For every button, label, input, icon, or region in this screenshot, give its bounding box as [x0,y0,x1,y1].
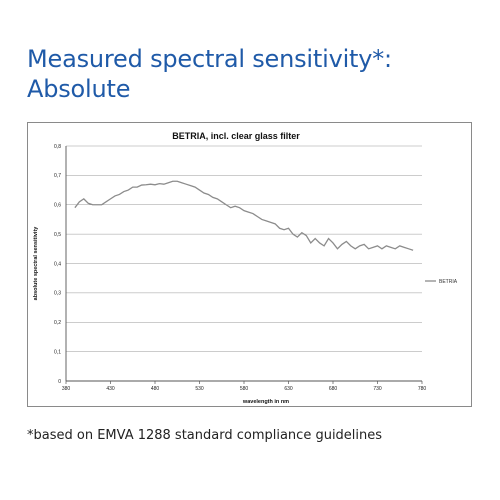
series-line-betria [74,180,414,251]
x-tick-label: 680 [329,386,338,392]
x-tick-label: 430 [106,386,115,392]
y-tick-label: 0,5 [54,232,61,238]
heading-line-2: Absolute [27,75,131,103]
y-axis-label: absolute spectral sensitivity [33,226,39,301]
y-tick-label: 0 [58,379,61,385]
legend-label-betria: BETRIA [439,279,458,285]
x-tick-label: 480 [151,386,160,392]
y-tick-labels: 0 0,1 0,2 0,3 0,4 0,5 0,6 0,7 0,8 [54,144,61,385]
x-tick-label: 780 [418,386,427,392]
x-tick-label: 630 [284,386,293,392]
x-tick-label: 380 [62,386,71,392]
spectral-sensitivity-chart: BETRIA, incl. clear glass filter 0 0,1 0,2… [33,131,458,405]
chart-frame: BETRIA, incl. clear glass filter 0 0,1 0,2… [27,122,472,407]
x-axis-label: wavelength in nm [242,399,289,405]
x-tick-label: 580 [240,386,249,392]
y-tick-label: 0,2 [54,320,61,326]
y-tick-label: 0,3 [54,291,61,297]
y-tick-label: 0,7 [54,173,61,179]
y-tick-label: 0,8 [54,144,61,150]
y-tick-label: 0,1 [54,349,61,355]
y-tick-label: 0,4 [54,261,61,267]
x-tick-label: 730 [373,386,382,392]
legend: BETRIA [425,279,458,285]
page-heading: Measured spectral sensitivity*: Absolute [27,44,477,104]
x-tick-labels: 380 430 480 530 580 630 680 730 780 [62,386,427,392]
gridlines [65,145,423,384]
heading-line-1: Measured spectral sensitivity*: [27,45,392,73]
x-tick-label: 530 [195,386,204,392]
footnote: *based on EMVA 1288 standard compliance … [27,428,383,443]
y-tick-label: 0,6 [54,203,61,209]
chart-title: BETRIA, incl. clear glass filter [172,131,300,141]
